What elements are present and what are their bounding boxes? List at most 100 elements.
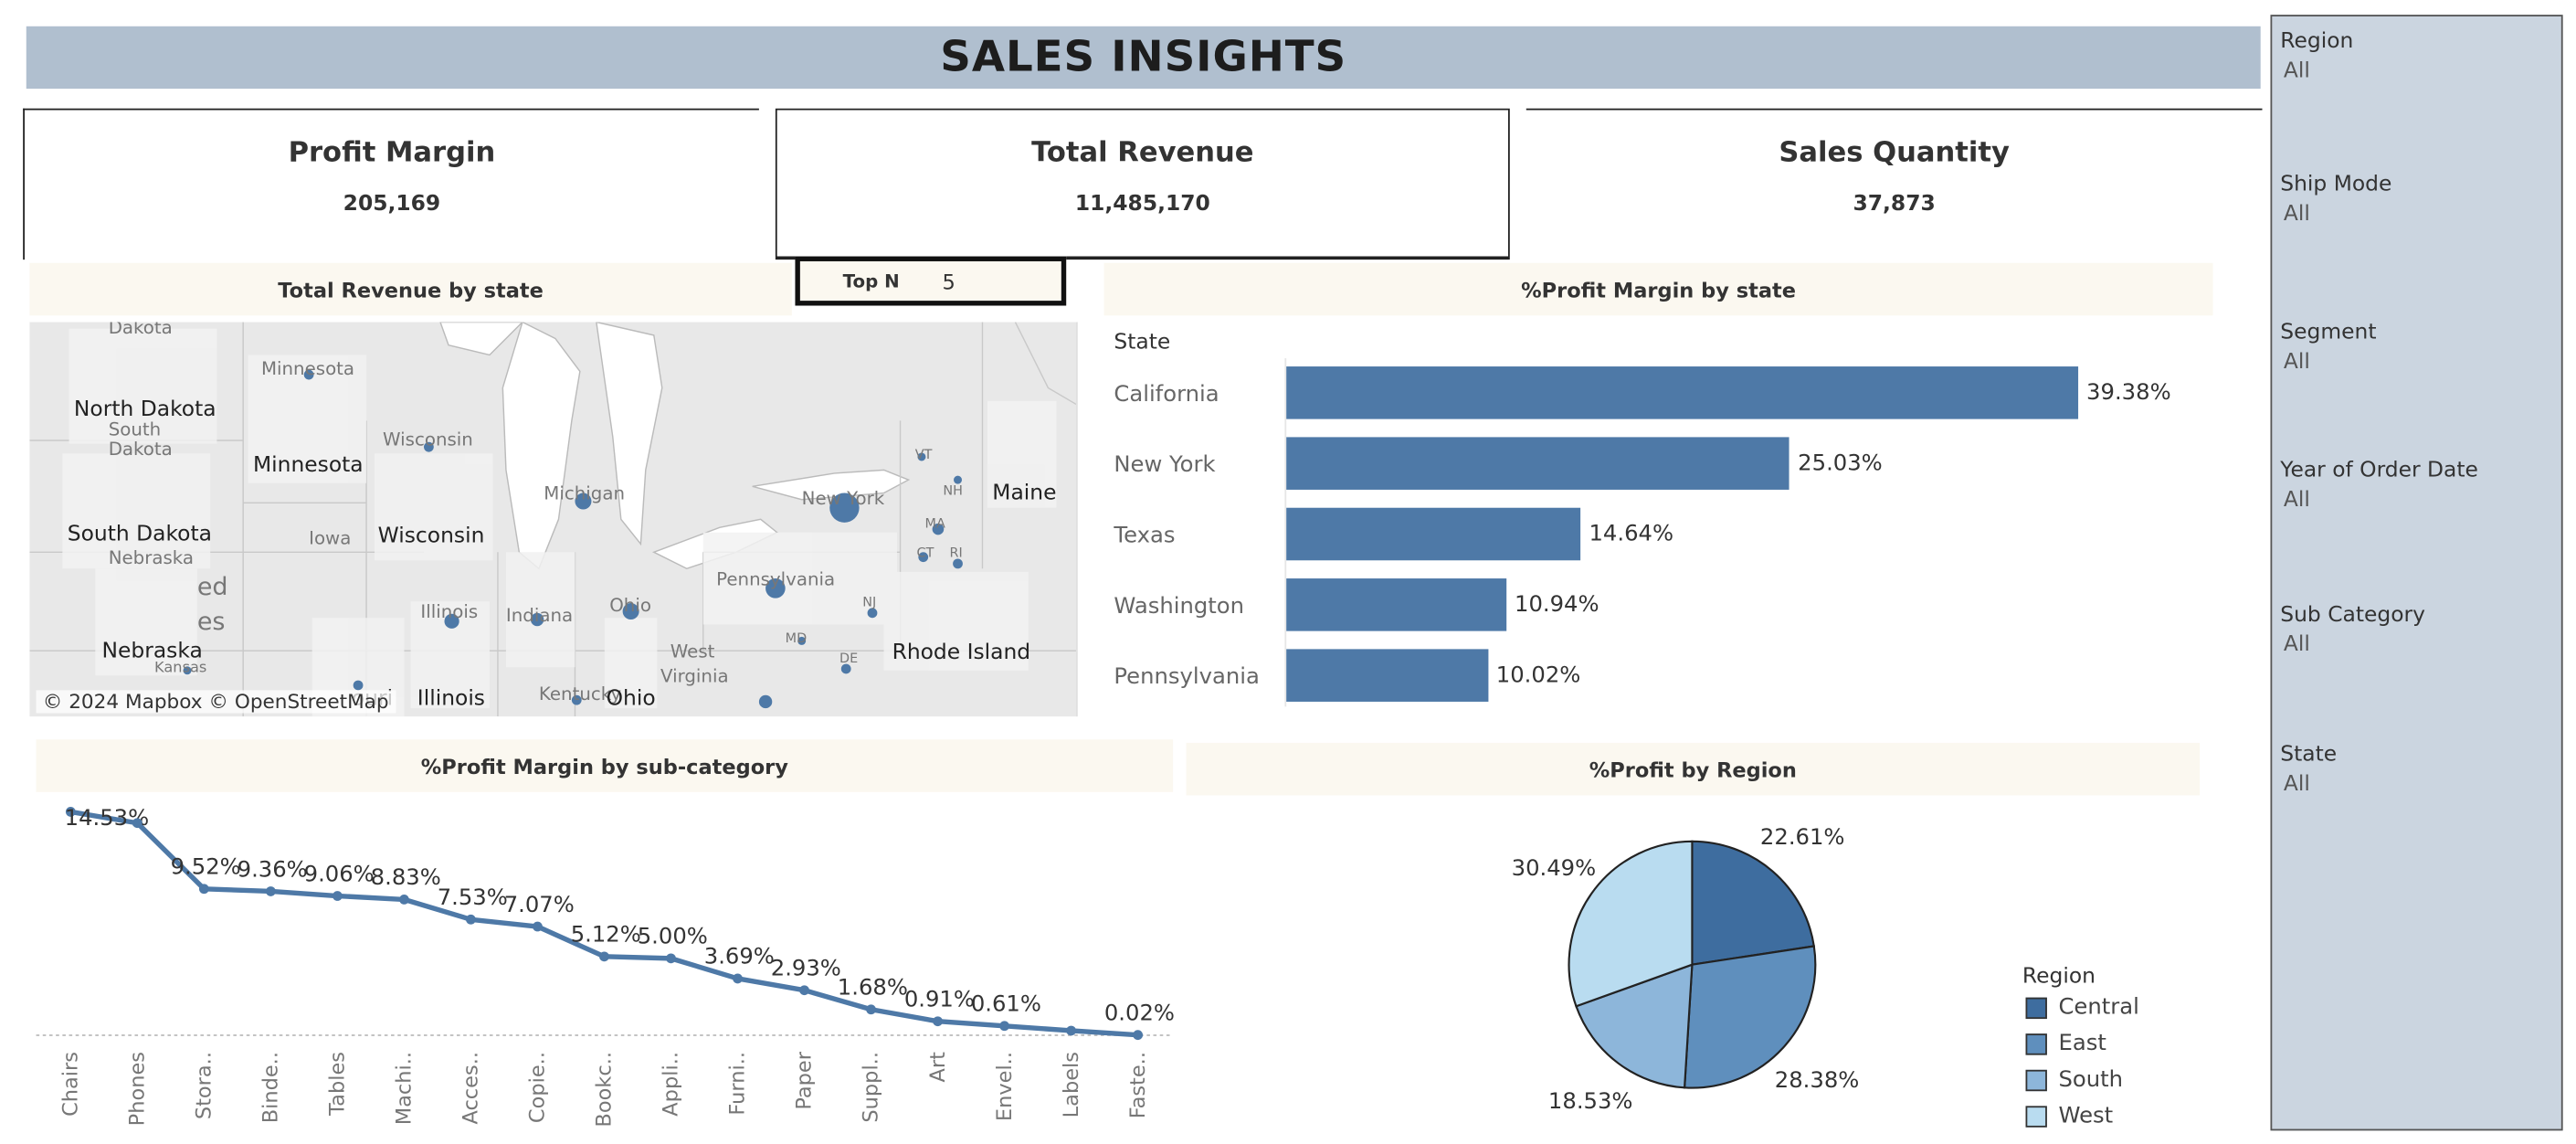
bar-panel-title: %Profit Margin by state	[1103, 262, 2213, 316]
filter-value[interactable]: All	[2283, 772, 2310, 798]
line-point[interactable]	[466, 914, 476, 925]
line-point[interactable]	[999, 1021, 1009, 1032]
bar-value-label: 10.02%	[1495, 662, 1581, 689]
profit-by-region-chart[interactable]: 22.61% 28.38% 18.53% 30.49%	[1479, 805, 1906, 1118]
legend-label: West	[2058, 1102, 2114, 1129]
legend-swatch	[2025, 1105, 2047, 1127]
bar-category-label: Pennsylvania	[1114, 663, 1260, 691]
pie-slice[interactable]	[1568, 840, 1694, 1008]
map-state-label: Nebraska	[101, 639, 203, 664]
pie-value-label: 28.38%	[1775, 1066, 1860, 1093]
line-point[interactable]	[799, 985, 809, 996]
filter-label: Region	[2280, 29, 2354, 55]
state-revenue-map[interactable]: Dakota Minnesota South Dakota Wisconsin …	[29, 322, 1076, 717]
bar-row[interactable]: New York 25.03%	[1104, 437, 2222, 493]
map-faint-label: Michigan	[544, 482, 626, 505]
profit-margin-by-state-chart[interactable]: California 39.38% New York 25.03% Texas 14.64…	[1104, 366, 2222, 712]
filter-state[interactable]: State All	[2280, 743, 2337, 797]
map-faint-label: Wisconsin	[383, 429, 473, 450]
line-value-label: 7.07%	[504, 891, 575, 917]
line-point[interactable]	[65, 807, 76, 817]
kpi-label: Total Revenue	[1031, 136, 1254, 170]
map-state-label: Maine	[992, 481, 1057, 506]
line-point[interactable]	[132, 818, 143, 829]
legend-label: East	[2058, 1030, 2106, 1057]
line-point[interactable]	[666, 953, 676, 964]
line-point[interactable]	[733, 973, 743, 984]
x-tick-label: Labels	[1060, 1052, 1083, 1118]
bar-value-label: 10.94%	[1514, 591, 1599, 619]
bar-axis-header: State	[1114, 330, 1171, 355]
map-attribution[interactable]: © 2024 Mapbox © OpenStreetMap	[36, 690, 396, 714]
region-legend[interactable]: Central East South West	[2025, 994, 2223, 1142]
kpi-card-profit-margin[interactable]: Profit Margin 205,169	[23, 108, 759, 260]
legend-item[interactable]: West	[2025, 1102, 2114, 1129]
bar-category-label: New York	[1114, 451, 1216, 479]
legend-item[interactable]: South	[2025, 1066, 2123, 1093]
x-tick-label: Appli..	[660, 1052, 683, 1117]
filter-value[interactable]: All	[2283, 202, 2310, 228]
x-tick-label: Envel..	[993, 1052, 1017, 1121]
x-tick-label: Acces..	[459, 1052, 483, 1125]
filter-value[interactable]: All	[2283, 632, 2310, 658]
topn-parameter-control[interactable]: Top N 5	[795, 256, 1067, 306]
pie-panel-title: %Profit by Region	[1186, 742, 2201, 796]
map-faint-label: NJ	[862, 595, 877, 610]
kpi-card-total-revenue[interactable]: Total Revenue 11,485,170	[775, 108, 1510, 260]
filter-year-of-order-date[interactable]: Year of Order Date All	[2280, 459, 2478, 513]
filter-value[interactable]: All	[2283, 488, 2310, 514]
map-faint-label: Kansas	[154, 660, 207, 677]
kpi-card-sales-quantity[interactable]: Sales Quantity 37,873	[1526, 108, 2263, 260]
line-panel-title: %Profit Margin by sub-category	[36, 739, 1174, 792]
kpi-value: 11,485,170	[1074, 192, 1210, 217]
pie-slice[interactable]	[1575, 963, 1694, 1089]
bar[interactable]	[1286, 366, 2079, 419]
legend-item[interactable]: East	[2025, 1030, 2106, 1057]
line-point[interactable]	[1133, 1030, 1144, 1041]
line-value-label: 2.93%	[771, 955, 841, 981]
filter-sub-category[interactable]: Sub Category All	[2280, 603, 2425, 657]
x-tick-label: Tables	[326, 1052, 350, 1117]
line-point[interactable]	[198, 884, 209, 895]
line-point[interactable]	[333, 891, 343, 901]
filter-value[interactable]: All	[2283, 350, 2310, 376]
pie-slice[interactable]	[1691, 840, 1816, 966]
pie-slice[interactable]	[1683, 945, 1817, 1089]
filter-region[interactable]: Region All	[2280, 29, 2353, 83]
profit-margin-by-subcategory-chart[interactable]: 14.53%Chairs Phones9.52%Stora..9.36%Binde…	[0, 795, 1199, 1140]
filter-label: Sub Category	[2280, 603, 2426, 629]
line-point[interactable]	[866, 1004, 876, 1015]
map-faint-label: New York	[801, 488, 885, 510]
filter-ship-mode[interactable]: Ship Mode All	[2280, 173, 2391, 227]
topn-label: Top N	[842, 270, 900, 292]
legend-item[interactable]: Central	[2025, 994, 2139, 1021]
line-point[interactable]	[533, 921, 543, 932]
map-state-label: North Dakota	[73, 397, 216, 423]
filter-segment[interactable]: Segment All	[2280, 321, 2376, 375]
bar-row[interactable]: Washington 10.94%	[1104, 578, 2222, 634]
bar-row[interactable]: Texas 14.64%	[1104, 507, 2222, 564]
bar-category-label: Washington	[1114, 593, 1245, 620]
bar[interactable]	[1286, 507, 1581, 561]
x-tick-label: Bookc..	[593, 1052, 617, 1128]
line-point[interactable]	[265, 886, 276, 896]
pie-value-label: 22.61%	[1760, 823, 1845, 850]
bar[interactable]	[1286, 578, 1507, 631]
topn-value[interactable]: 5	[942, 269, 955, 294]
bar[interactable]	[1286, 649, 1488, 702]
line-point[interactable]	[1066, 1025, 1076, 1036]
map-faint-label: MA	[924, 515, 945, 531]
bar[interactable]	[1286, 437, 1790, 490]
filter-value[interactable]: All	[2283, 58, 2310, 84]
line-point[interactable]	[933, 1016, 943, 1027]
line-point[interactable]	[399, 895, 409, 905]
line-point[interactable]	[599, 951, 609, 962]
map-faint-label: Dakota	[108, 439, 173, 461]
panel-divider	[1075, 322, 1078, 717]
bar-row[interactable]: Pennsylvania 10.02%	[1104, 649, 2222, 704]
bar-row[interactable]: California 39.38%	[1104, 366, 2222, 422]
map-state-label: South Dakota	[67, 522, 212, 547]
dashboard-title: SALES INSIGHTS	[940, 32, 1347, 82]
pie-value-label: 30.49%	[1512, 854, 1597, 881]
map-faint-label: Iowa	[309, 527, 352, 549]
